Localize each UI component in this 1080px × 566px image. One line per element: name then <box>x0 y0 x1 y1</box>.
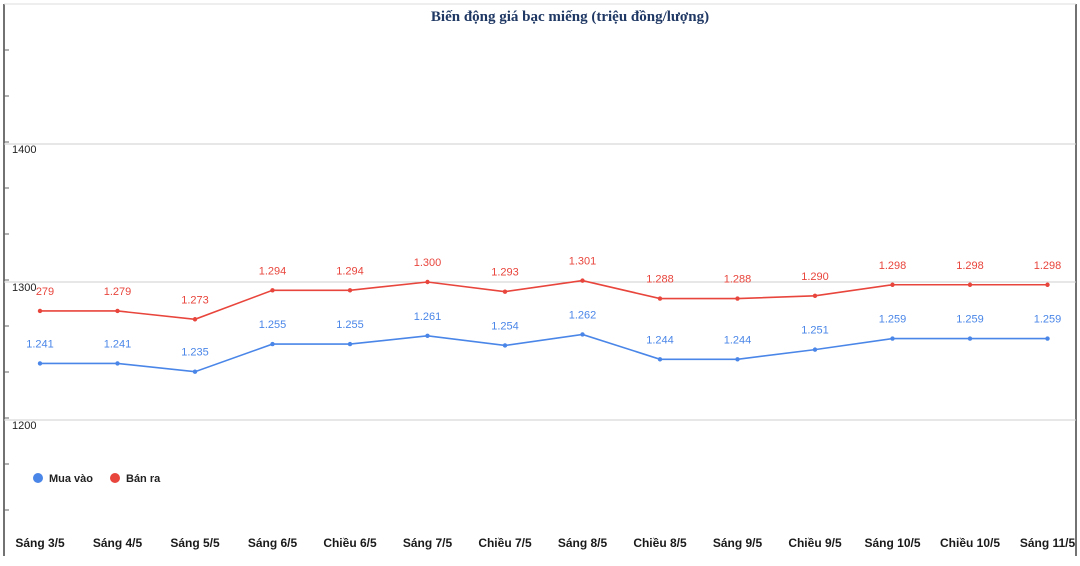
data-label: 1.254 <box>491 320 519 332</box>
data-label: 1.290 <box>801 271 829 283</box>
series-lines <box>40 279 1048 373</box>
x-tick-label: Chiều 9/5 <box>788 536 842 550</box>
data-label: 1.244 <box>724 334 752 346</box>
data-point <box>425 333 430 339</box>
x-tick-label: Sáng 7/5 <box>403 536 453 550</box>
legend-label: Bán ra <box>126 473 161 485</box>
x-tick-label: Sáng 9/5 <box>713 536 763 550</box>
legend-marker <box>33 473 43 483</box>
legend: Mua vào Bán ra <box>33 473 161 485</box>
y-tick-label: 1400 <box>12 144 36 156</box>
data-label: 1.262 <box>569 309 597 321</box>
data-label: 1.293 <box>491 267 519 279</box>
data-point <box>37 308 43 314</box>
data-label: 1.241 <box>26 338 54 350</box>
data-point <box>735 296 740 301</box>
y-tick-label: 1200 <box>12 420 36 432</box>
chart-title: Biến động giá bạc miếng (triệu đồng/lượn… <box>430 9 710 25</box>
data-point <box>115 308 120 314</box>
data-point <box>890 336 895 341</box>
x-tick-label: Sáng 6/5 <box>248 536 298 550</box>
data-label: 1.251 <box>801 325 829 337</box>
data-label: 1.273 <box>181 294 209 306</box>
data-point <box>580 278 585 283</box>
data-label: 1.235 <box>181 347 209 359</box>
data-point <box>735 357 740 362</box>
x-tick-label: Sáng 5/5 <box>170 536 220 550</box>
data-label: 1.298 <box>1034 260 1062 272</box>
data-point <box>967 336 973 341</box>
axis-ticks: 1200 1300 1400 Sáng 3/5 Sáng 4/5 Sáng 5/5 Sáng… <box>12 144 1076 550</box>
data-points <box>37 278 1050 374</box>
data-point <box>502 289 508 294</box>
data-point <box>192 369 198 374</box>
data-label: 1.259 <box>956 314 984 326</box>
x-tick-label: Sáng 8/5 <box>558 536 608 550</box>
data-point <box>812 347 818 352</box>
series-line <box>40 333 1048 373</box>
data-point <box>1045 282 1050 287</box>
x-tick-label: Chiều 6/5 <box>323 536 377 550</box>
data-point <box>812 293 818 298</box>
x-tick-label: Chiều 10/5 <box>940 536 1000 550</box>
data-label: 1.294 <box>336 265 364 277</box>
x-tick-label: Sáng 11/5 <box>1020 536 1076 550</box>
data-point <box>890 282 895 287</box>
series-line <box>40 279 1048 321</box>
data-label: 1.279 <box>104 286 132 298</box>
x-tick-label: Chiều 7/5 <box>478 536 532 550</box>
data-point <box>657 296 663 301</box>
data-point <box>967 282 973 287</box>
data-point <box>192 317 198 322</box>
data-label: 1.301 <box>569 256 597 268</box>
legend-marker <box>110 473 120 483</box>
data-point <box>1045 336 1050 341</box>
data-point <box>115 361 120 366</box>
x-tick-label: Sáng 3/5 <box>15 536 65 550</box>
data-point <box>37 361 43 366</box>
data-labels: 1.241 1.241 1.235 1.255 1.255 1.261 1.254 1.262… <box>26 256 1061 359</box>
data-point <box>270 341 275 347</box>
data-point <box>580 332 585 337</box>
grid <box>3 3 1077 556</box>
data-point <box>425 279 430 285</box>
data-label: 1.259 <box>879 314 907 326</box>
data-label: 1.298 <box>956 260 984 272</box>
data-label: 1.300 <box>414 257 442 269</box>
data-label: 1.259 <box>1034 314 1062 326</box>
data-label: 1.288 <box>646 274 674 286</box>
data-label: 1.255 <box>336 319 364 331</box>
data-label: 279 <box>36 286 54 298</box>
data-label: 1.255 <box>259 319 287 331</box>
data-point <box>657 357 663 362</box>
x-tick-label: Chiều 8/5 <box>633 536 687 550</box>
data-label: 1.241 <box>104 338 132 350</box>
data-label: 1.294 <box>259 265 287 277</box>
legend-label: Mua vào <box>49 473 93 485</box>
data-point <box>347 341 353 347</box>
data-label: 1.261 <box>414 311 442 323</box>
data-point <box>502 343 508 348</box>
data-point <box>270 288 275 293</box>
data-point <box>347 288 353 293</box>
x-tick-label: Sáng 4/5 <box>93 536 143 550</box>
data-label: 1.288 <box>724 274 752 286</box>
data-label: 1.298 <box>879 260 907 272</box>
data-label: 1.244 <box>646 334 674 346</box>
y-tick-label: 1300 <box>12 282 36 294</box>
x-tick-label: Sáng 10/5 <box>864 536 920 550</box>
